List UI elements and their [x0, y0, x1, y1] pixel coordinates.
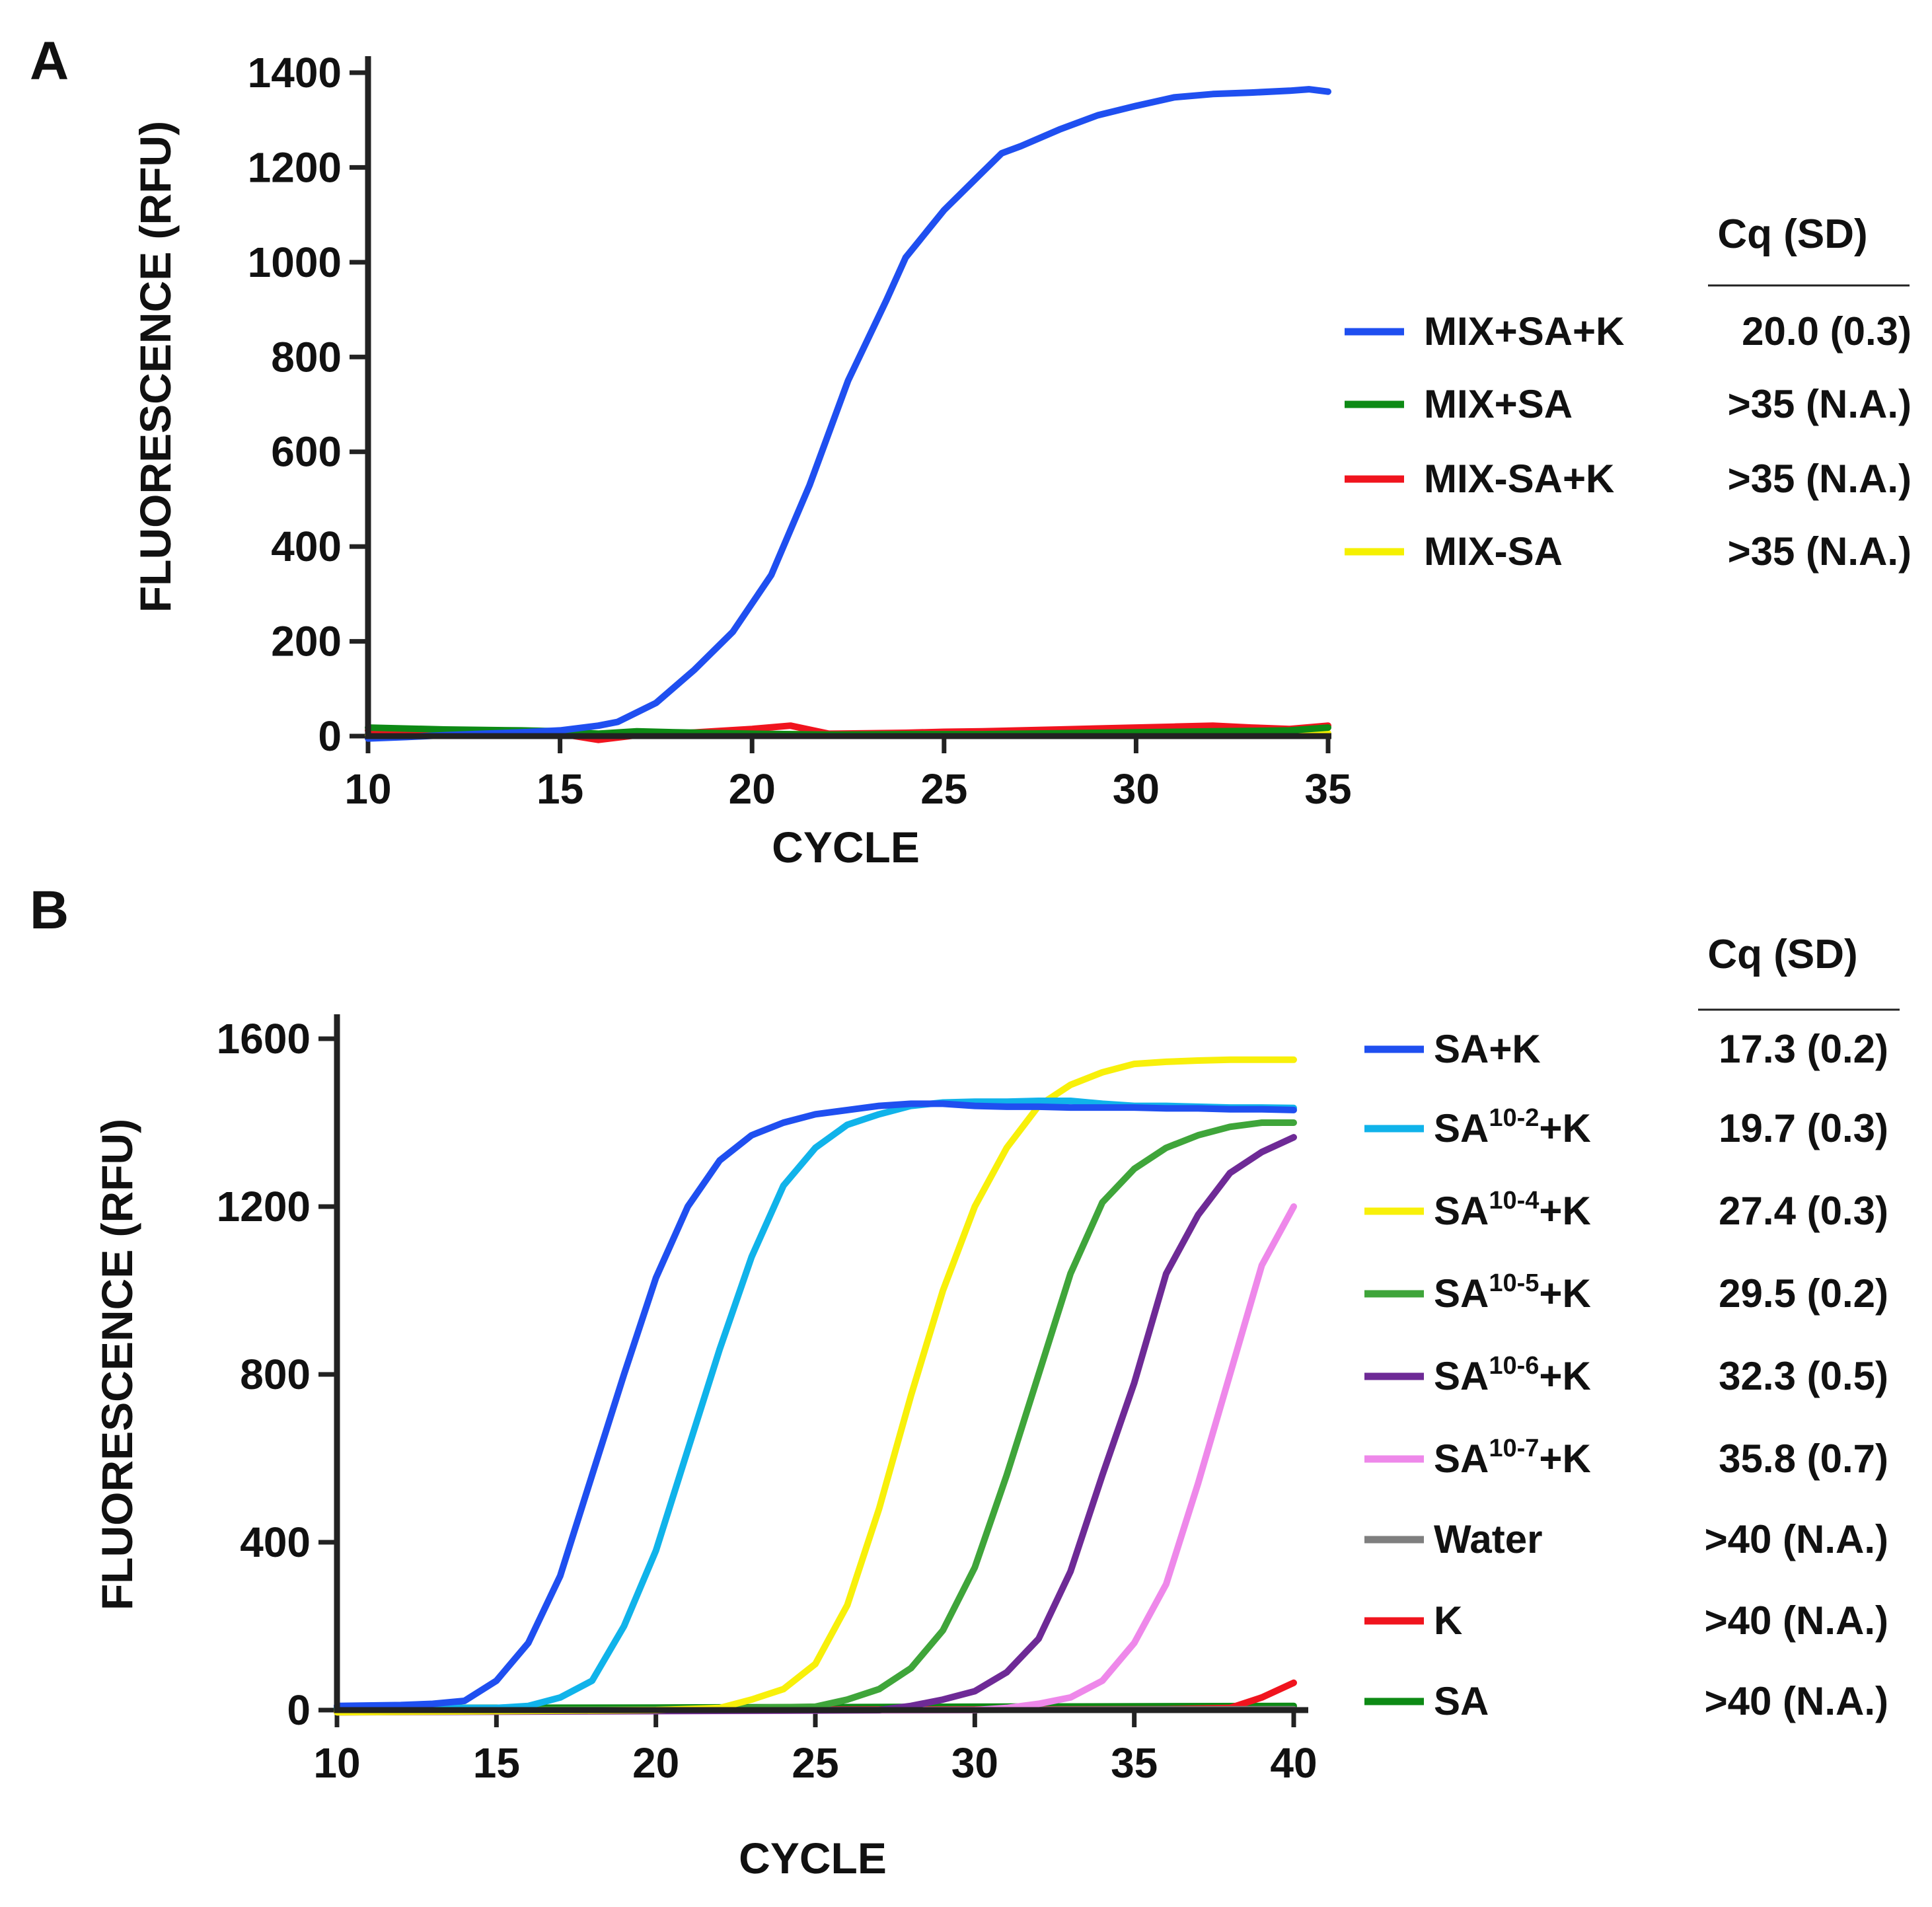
legend-cq-sa-10-5-k: 29.5 (0.2)	[1719, 1271, 1888, 1316]
panel-b-x-tick-label: 35	[1111, 1739, 1158, 1787]
series-line-sa10-5-k	[334, 1119, 1297, 1713]
legend-label-mix-minus-sa-k: MIX-SA+K	[1424, 457, 1614, 501]
panel-a-y-axis-label: FLUORESCENCE (RFU)	[131, 121, 180, 613]
panel-b-axes	[334, 1014, 1308, 1713]
series-line-sa10-6-k	[334, 1134, 1297, 1716]
legend-cq-sa: >40 (N.A.)	[1705, 1679, 1888, 1723]
legend-cq-sa-10-2-k: 19.7 (0.3)	[1719, 1106, 1888, 1150]
legend-label-mix-minus-sa: MIX-SA	[1424, 529, 1563, 574]
legend-label-mix-sa: MIX+SA	[1424, 382, 1573, 426]
panel-a-legend: Cq (SD) MIX+SA+K 20.0 (0.3) MIX+SA >35 (…	[1345, 211, 1912, 574]
panel-b-y-tick-label: 400	[240, 1518, 311, 1566]
legend-cq-mix-sa-k: 20.0 (0.3)	[1742, 309, 1912, 354]
panel-a-x-axis-label: CYCLE	[772, 823, 920, 872]
panel-a-legend-header: Cq (SD)	[1717, 211, 1867, 257]
panel-b-legend: Cq (SD) SA+K 17.3 (0.2) SA10-2+K 19.7 (0…	[1364, 932, 1900, 1723]
legend-cq-sa-10-7-k: 35.8 (0.7)	[1719, 1437, 1888, 1481]
legend-cq-sa-k: 17.3 (0.2)	[1719, 1027, 1888, 1071]
legend-cq-mix-minus-sa: >35 (N.A.)	[1728, 529, 1912, 574]
panel-a-x-tick-label: 25	[920, 765, 967, 813]
legend-label-sa: SA	[1434, 1679, 1489, 1723]
panel-b-y-tick-label: 0	[287, 1686, 311, 1734]
legend-cq-mix-minus-sa-k: >35 (N.A.)	[1728, 457, 1912, 501]
legend-cq-sa-10-6-k: 32.3 (0.5)	[1719, 1354, 1888, 1398]
panel-b: B FLUORESCENCE (RFU) CYCLE 0 400 800 1200 16…	[30, 880, 1900, 1883]
panel-b-x-tick-label: 15	[473, 1739, 520, 1787]
panel-b-x-tick-label: 10	[313, 1739, 360, 1787]
panel-b-x-tick-label: 30	[951, 1739, 998, 1787]
panel-a: A FLUORESCENCE (RFU) CYCLE 0 200 400 600 800…	[30, 31, 1912, 872]
legend-cq-mix-sa: >35 (N.A.)	[1728, 382, 1912, 426]
panel-b-x-tick-label: 25	[792, 1739, 838, 1787]
panel-b-y-tick-label: 800	[240, 1351, 311, 1398]
panel-b-y-tick-label: 1200	[217, 1183, 311, 1230]
panel-b-letter: B	[30, 880, 69, 940]
series-line-sa-k	[334, 1100, 1297, 1709]
panel-a-axes	[365, 56, 1331, 739]
legend-label-mix-sa-k: MIX+SA+K	[1424, 309, 1624, 354]
legend-label-sa-10-6-k: SA10-6+K	[1434, 1352, 1591, 1398]
legend-cq-k: >40 (N.A.)	[1705, 1598, 1888, 1643]
legend-label-water: Water	[1434, 1517, 1542, 1561]
panel-a-y-tick-label: 800	[271, 333, 342, 381]
panel-a-x-tick-label: 20	[729, 765, 776, 813]
panel-b-series	[334, 1056, 1297, 1716]
panel-a-y-tick-label: 600	[271, 428, 342, 476]
legend-label-sa-k: SA+K	[1434, 1027, 1541, 1071]
legend-label-sa-10-5-k: SA10-5+K	[1434, 1269, 1591, 1316]
legend-label-k: K	[1434, 1598, 1462, 1643]
series-line-sa10-7-k	[334, 1203, 1297, 1716]
series-line-sa10-4-k	[334, 1056, 1297, 1716]
panel-a-y-tick-label: 1400	[248, 49, 342, 96]
panel-b-legend-header: Cq (SD)	[1707, 932, 1857, 977]
panel-b-y-tick-label: 1600	[217, 1015, 311, 1063]
series-line-mix-sa-k	[365, 86, 1331, 742]
panel-a-x-tick-label: 15	[537, 765, 583, 813]
panel-b-x-tick-label: 20	[632, 1739, 679, 1787]
panel-b-y-axis-label: FLUORESCENCE (RFU)	[93, 1119, 141, 1610]
panel-a-y-tick-label: 0	[318, 712, 342, 760]
panel-a-x-tick-label: 35	[1304, 765, 1351, 813]
panel-a-y-tick-label: 200	[271, 618, 342, 665]
panel-a-series	[365, 86, 1331, 743]
legend-cq-water: >40 (N.A.)	[1705, 1517, 1888, 1561]
legend-label-sa-10-4-k: SA10-4+K	[1434, 1187, 1591, 1233]
panel-a-x-tick-label: 30	[1113, 765, 1160, 813]
legend-label-sa-10-2-k: SA10-2+K	[1434, 1104, 1591, 1150]
panel-a-ticks: 0 200 400 600 800 1000 1200 1400 10 15 20 25 30 35	[248, 49, 1352, 813]
panel-a-x-tick-label: 10	[344, 765, 391, 813]
panel-b-x-axis-label: CYCLE	[739, 1834, 887, 1883]
legend-cq-sa-10-4-k: 27.4 (0.3)	[1719, 1189, 1888, 1233]
panel-a-y-tick-label: 400	[271, 523, 342, 570]
legend-label-sa-10-7-k: SA10-7+K	[1434, 1435, 1591, 1481]
panel-b-x-tick-label: 40	[1270, 1739, 1317, 1787]
panel-a-y-tick-label: 1200	[248, 143, 342, 191]
panel-a-y-tick-label: 1000	[248, 239, 342, 286]
panel-a-letter: A	[30, 31, 69, 91]
